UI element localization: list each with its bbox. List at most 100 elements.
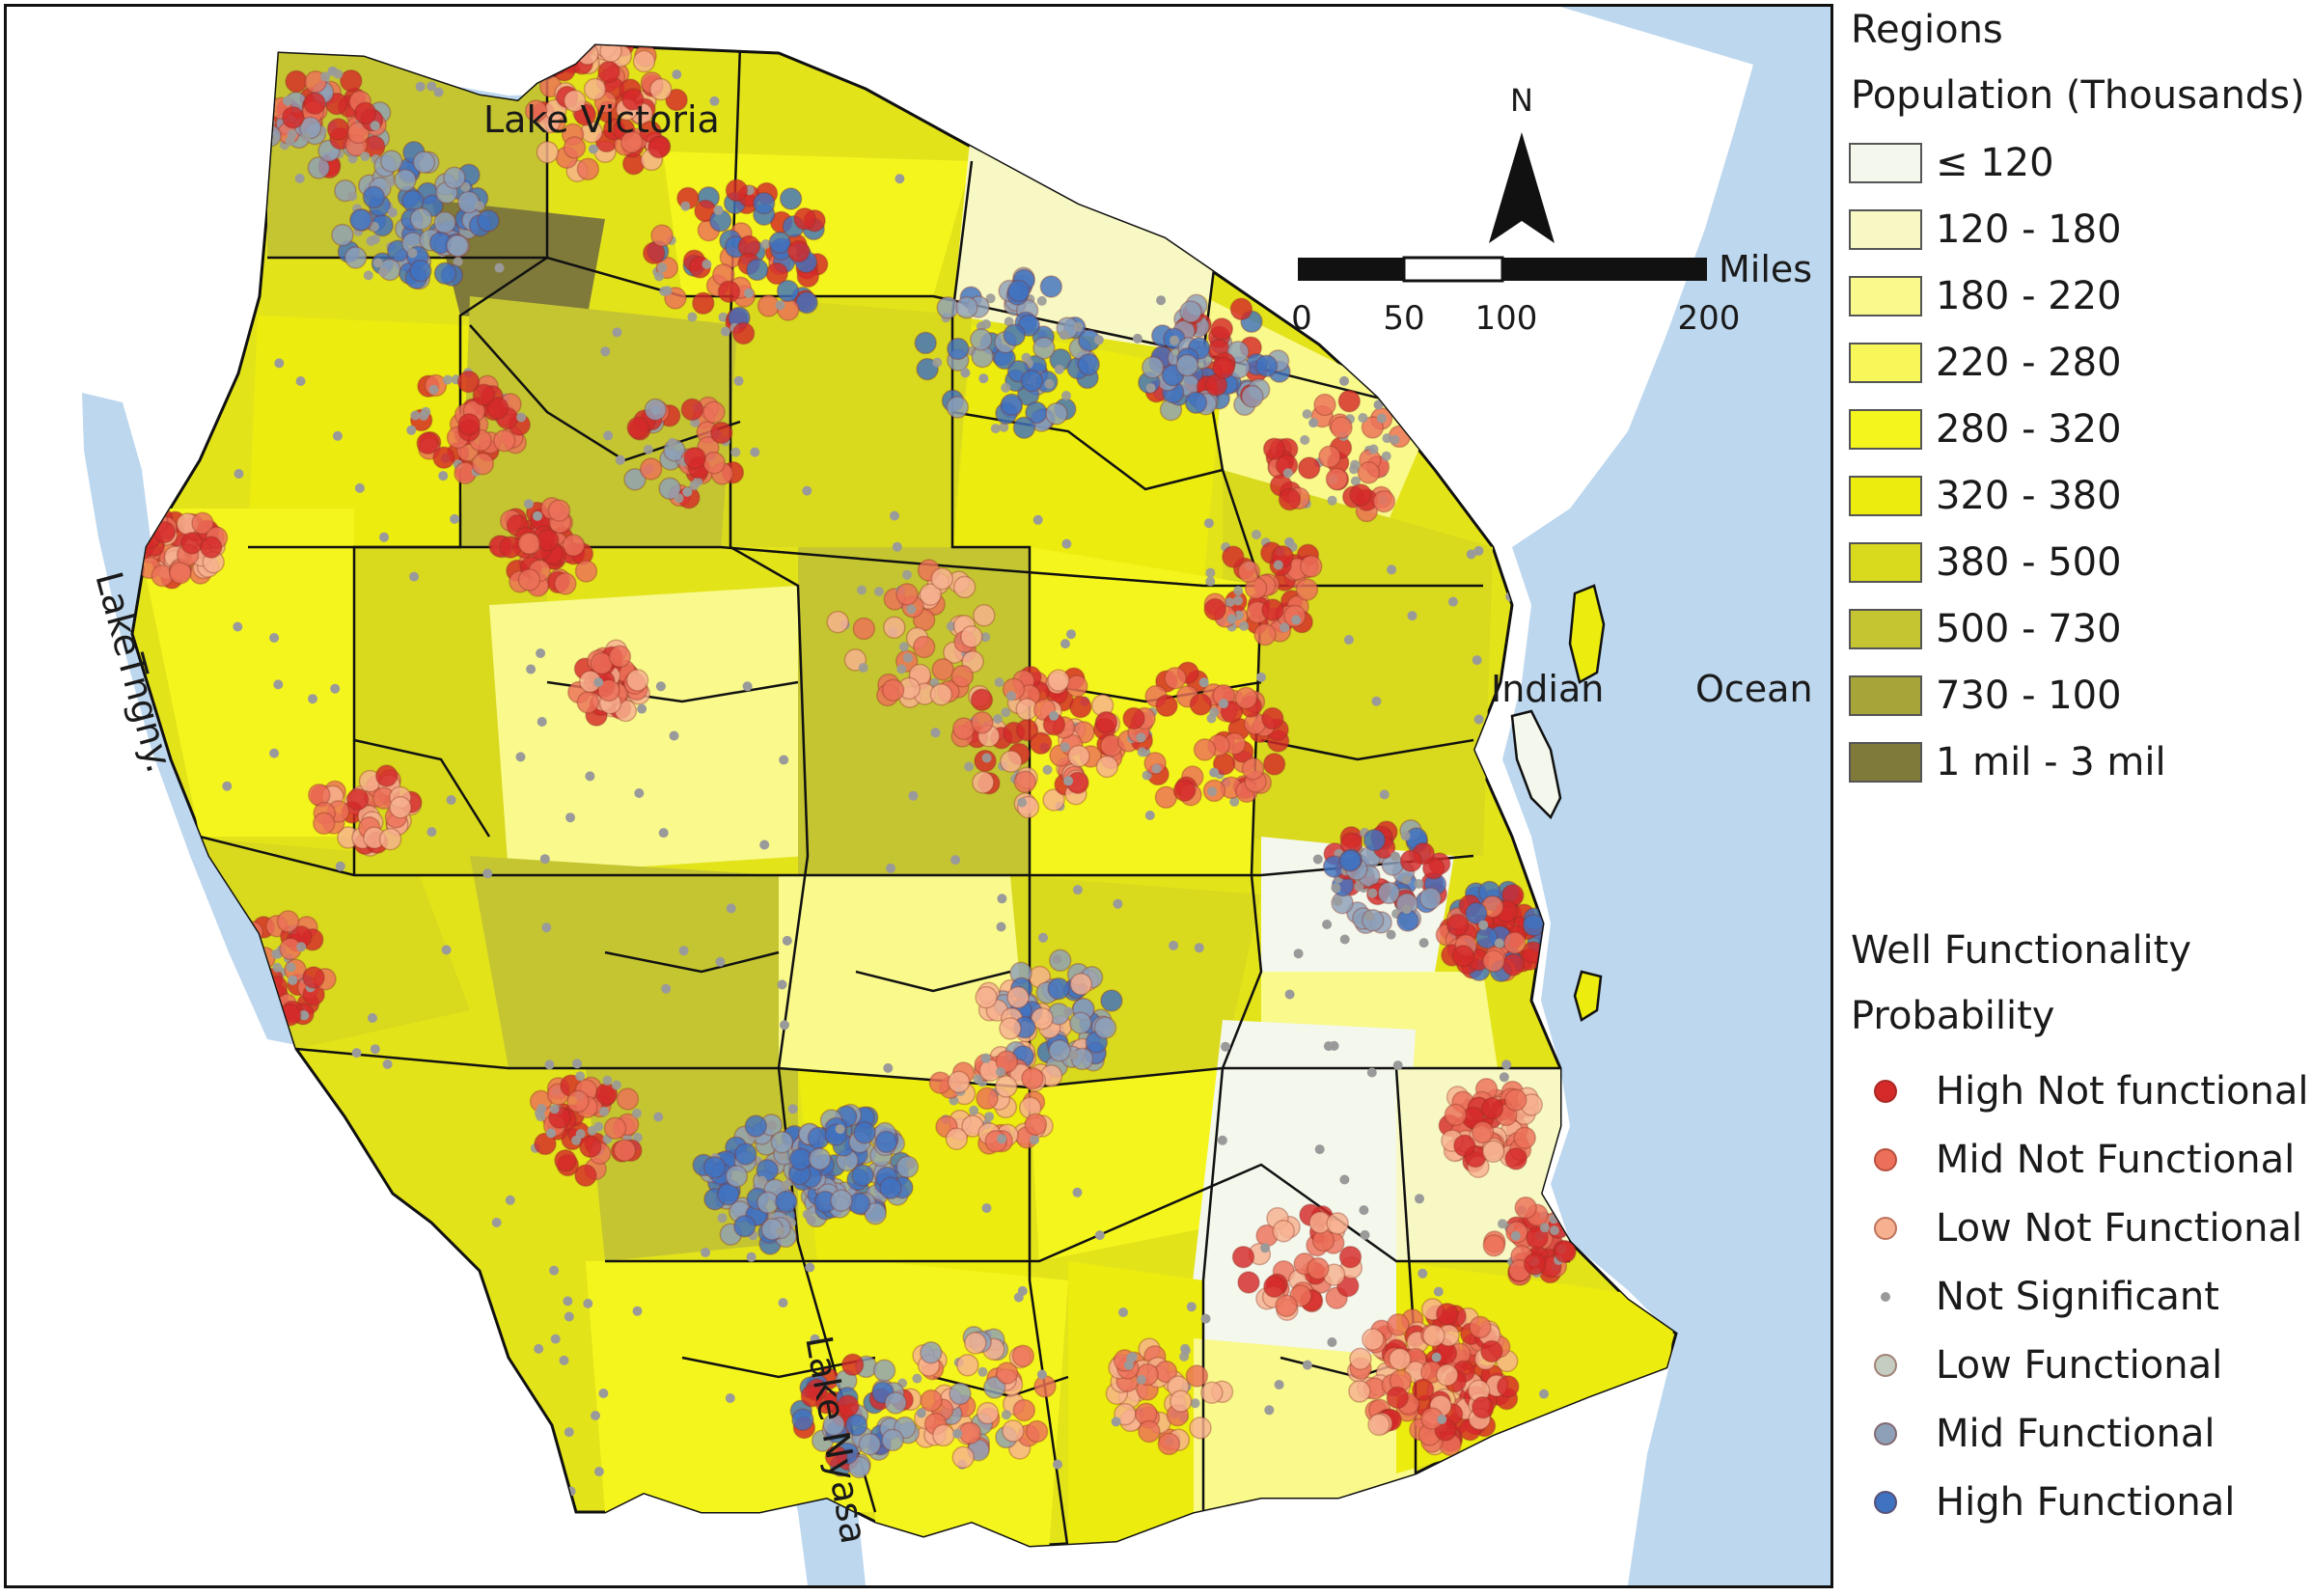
well-point (276, 910, 300, 933)
well-point (1367, 888, 1378, 898)
well-point (360, 151, 371, 162)
well-point (616, 1087, 640, 1111)
well-point (1367, 1413, 1390, 1437)
well-point (330, 683, 341, 694)
well-point (653, 1112, 664, 1122)
well-point (1001, 707, 1011, 718)
well-point (659, 286, 670, 296)
well-point (1212, 356, 1235, 379)
well-point (579, 1135, 602, 1159)
well-point (1237, 560, 1261, 584)
well-point (1444, 1103, 1468, 1127)
well-point (950, 855, 961, 866)
well-point (599, 1106, 609, 1116)
map-frame[interactable]: Lake Victoria LakeTngny. Lake Nyasa Indi… (4, 4, 1833, 1588)
well-point (612, 1080, 621, 1090)
well-point (1361, 908, 1385, 932)
well-point (1122, 706, 1145, 730)
well-point (1349, 464, 1360, 475)
well-point (1318, 445, 1341, 469)
well-point (572, 1059, 583, 1069)
well-point (1205, 576, 1216, 587)
well-point (669, 730, 679, 741)
well-point (1418, 938, 1429, 949)
well-point (1030, 1135, 1040, 1145)
well-point (272, 962, 283, 973)
well-point (777, 979, 787, 990)
well-point (457, 413, 481, 436)
well-point (786, 239, 811, 263)
north-arrow: N (1489, 82, 1555, 243)
well-point (973, 604, 996, 627)
well-point (895, 174, 905, 184)
well-point (1308, 418, 1319, 428)
legend-probability-title: Probability (1851, 994, 2055, 1038)
well-point (951, 1445, 975, 1470)
well-point (283, 96, 292, 106)
well-point (1260, 1243, 1271, 1253)
well-point (980, 632, 991, 643)
well-point (1036, 295, 1047, 306)
well-point (1481, 1140, 1505, 1164)
well-marker-icon (1849, 1140, 1922, 1180)
well-point (492, 428, 516, 453)
well-point (1451, 945, 1475, 968)
well-point (516, 412, 527, 423)
well-point (1067, 744, 1090, 768)
well-point (1503, 931, 1527, 954)
well-point (1314, 1144, 1325, 1155)
well-point (795, 290, 818, 315)
well-point (1339, 934, 1350, 945)
well-point (726, 903, 736, 914)
population-swatch (1849, 143, 1922, 183)
well-point (999, 422, 1009, 432)
well-point (603, 430, 614, 441)
well-point (879, 1176, 902, 1200)
well-point (995, 1075, 1018, 1098)
well-point (1274, 1380, 1284, 1390)
well-point (1123, 1360, 1134, 1370)
well-point (335, 861, 345, 871)
well-point (485, 397, 509, 420)
well-point (969, 1105, 979, 1115)
well-point (603, 1116, 627, 1140)
well-point (1401, 904, 1412, 915)
well-point (526, 664, 537, 674)
well-point (702, 400, 726, 424)
well-point (1302, 1360, 1312, 1370)
zanzibar-island (1510, 709, 1562, 820)
well-point (307, 156, 331, 179)
well-point (931, 658, 954, 681)
well-label: High Not functional (1936, 1069, 2309, 1114)
well-point (1073, 321, 1084, 332)
well-point (1036, 1369, 1047, 1380)
well-point (1025, 1419, 1049, 1444)
well-point (1193, 738, 1217, 761)
well-point (460, 181, 471, 192)
well-label: High Functional (1936, 1480, 2236, 1525)
well-point (1069, 1050, 1080, 1060)
well-point (1504, 1088, 1528, 1112)
well-point (985, 293, 996, 304)
well-point (658, 828, 669, 839)
well-point (835, 1124, 845, 1135)
well-point (374, 764, 399, 787)
well-point (744, 1114, 768, 1138)
well-point (1338, 849, 1362, 872)
well-point (433, 210, 456, 234)
well-point (730, 447, 741, 457)
well-point (1379, 789, 1390, 800)
map-canvas[interactable]: Lake Victoria LakeTngny. Lake Nyasa Indi… (7, 7, 1830, 1585)
well-point (453, 257, 463, 267)
well-marker-icon (1849, 1482, 1922, 1523)
well-point (793, 207, 816, 231)
well-point (1132, 333, 1142, 344)
well-point (1054, 364, 1064, 374)
well-point (999, 1017, 1022, 1040)
well-point (349, 208, 372, 232)
well-point (779, 755, 789, 765)
well-point (544, 1059, 555, 1070)
well-point (1387, 564, 1397, 575)
well-point (563, 1296, 573, 1307)
well-point (1275, 1294, 1298, 1318)
